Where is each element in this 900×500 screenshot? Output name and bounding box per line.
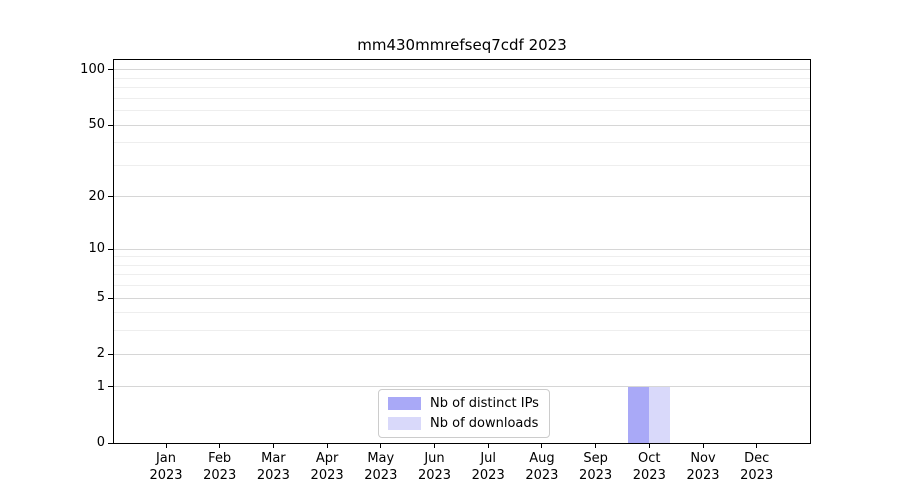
y-tick bbox=[108, 196, 113, 198]
gridlines bbox=[114, 60, 810, 443]
x-tick bbox=[541, 443, 543, 448]
x-tick bbox=[487, 443, 489, 448]
y-tick bbox=[108, 386, 113, 388]
major-gridline bbox=[114, 69, 810, 71]
bar-oct-2023-downloads bbox=[649, 386, 671, 443]
y-tick-label: 50 bbox=[88, 117, 105, 133]
major-gridline bbox=[114, 353, 810, 355]
x-tick bbox=[648, 443, 650, 448]
x-tick bbox=[595, 443, 597, 448]
major-gridline bbox=[114, 248, 810, 250]
x-tick bbox=[165, 443, 167, 448]
minor-gridline bbox=[114, 77, 810, 79]
legend-swatch-distinct-ips bbox=[388, 397, 421, 410]
minor-gridline bbox=[114, 110, 810, 112]
minor-gridline bbox=[114, 142, 810, 144]
y-tick bbox=[108, 442, 113, 444]
bar-oct-2023-distinct-ips bbox=[628, 386, 650, 443]
chart-title: mm430mmrefseq7cdf 2023 bbox=[357, 36, 567, 54]
x-tick-label: Mar 2023 bbox=[256, 451, 290, 483]
axis-ticks: 0 1 2 5 10 20 50 100 Jan 2023 Feb 2023 Mar 2023 Apr 202… bbox=[80, 60, 810, 483]
plot-area: 0 1 2 5 10 20 50 100 Jan 2023 Feb 2023 Mar 2023 Apr 202… bbox=[80, 59, 811, 483]
x-tick-label: Jul 2023 bbox=[471, 451, 505, 483]
major-gridline bbox=[114, 386, 810, 388]
legend-item-downloads: Nb of downloads bbox=[388, 416, 539, 431]
bars-layer bbox=[114, 60, 810, 443]
y-tick-label: 20 bbox=[88, 188, 105, 204]
x-tick-label: Dec 2023 bbox=[740, 451, 774, 483]
x-tick bbox=[326, 443, 328, 448]
y-tick-label: 1 bbox=[96, 378, 105, 394]
minor-gridline bbox=[114, 164, 810, 166]
x-tick-label: Jun 2023 bbox=[417, 451, 452, 483]
minor-gridline bbox=[114, 312, 810, 314]
x-tick-label: Apr 2023 bbox=[310, 451, 344, 483]
y-tick bbox=[108, 353, 113, 355]
minor-gridline bbox=[114, 87, 810, 89]
x-tick-label: May 2023 bbox=[364, 451, 398, 483]
legend-swatch-downloads bbox=[388, 417, 421, 430]
major-gridline bbox=[114, 297, 810, 299]
y-tick bbox=[108, 124, 113, 126]
x-tick bbox=[219, 443, 221, 448]
x-tick bbox=[272, 443, 274, 448]
y-tick-label: 10 bbox=[88, 241, 105, 257]
major-gridline bbox=[114, 124, 810, 126]
y-tick bbox=[108, 248, 113, 250]
y-tick-label: 5 bbox=[96, 290, 105, 306]
x-tick-label: Nov 2023 bbox=[686, 451, 720, 483]
legend: Nb of distinct IPs Nb of downloads bbox=[378, 389, 550, 438]
minor-gridline bbox=[114, 264, 810, 266]
minor-gridline bbox=[114, 256, 810, 258]
x-tick-label: Sep 2023 bbox=[579, 451, 613, 483]
legend-label-distinct-ips: Nb of distinct IPs bbox=[430, 396, 539, 411]
y-tick-label: 0 bbox=[96, 435, 105, 450]
minor-gridline bbox=[114, 330, 810, 332]
x-tick-label: Oct 2023 bbox=[632, 451, 666, 483]
minor-gridline bbox=[114, 285, 810, 287]
x-tick bbox=[702, 443, 704, 448]
minor-gridline bbox=[114, 97, 810, 99]
legend-item-distinct-ips: Nb of distinct IPs bbox=[388, 396, 539, 411]
legend-label-downloads: Nb of downloads bbox=[430, 416, 539, 431]
x-tick-label: Jan 2023 bbox=[149, 451, 183, 483]
minor-gridline bbox=[114, 274, 810, 276]
y-tick bbox=[108, 297, 113, 299]
y-tick-label: 2 bbox=[96, 346, 105, 362]
y-tick bbox=[108, 69, 113, 71]
major-gridline bbox=[114, 196, 810, 198]
x-tick-label: Feb 2023 bbox=[203, 451, 237, 483]
y-tick-label: 100 bbox=[80, 61, 105, 77]
x-tick-label: Aug 2023 bbox=[525, 451, 559, 483]
x-tick bbox=[380, 443, 382, 448]
x-tick bbox=[756, 443, 758, 448]
x-tick bbox=[434, 443, 435, 448]
